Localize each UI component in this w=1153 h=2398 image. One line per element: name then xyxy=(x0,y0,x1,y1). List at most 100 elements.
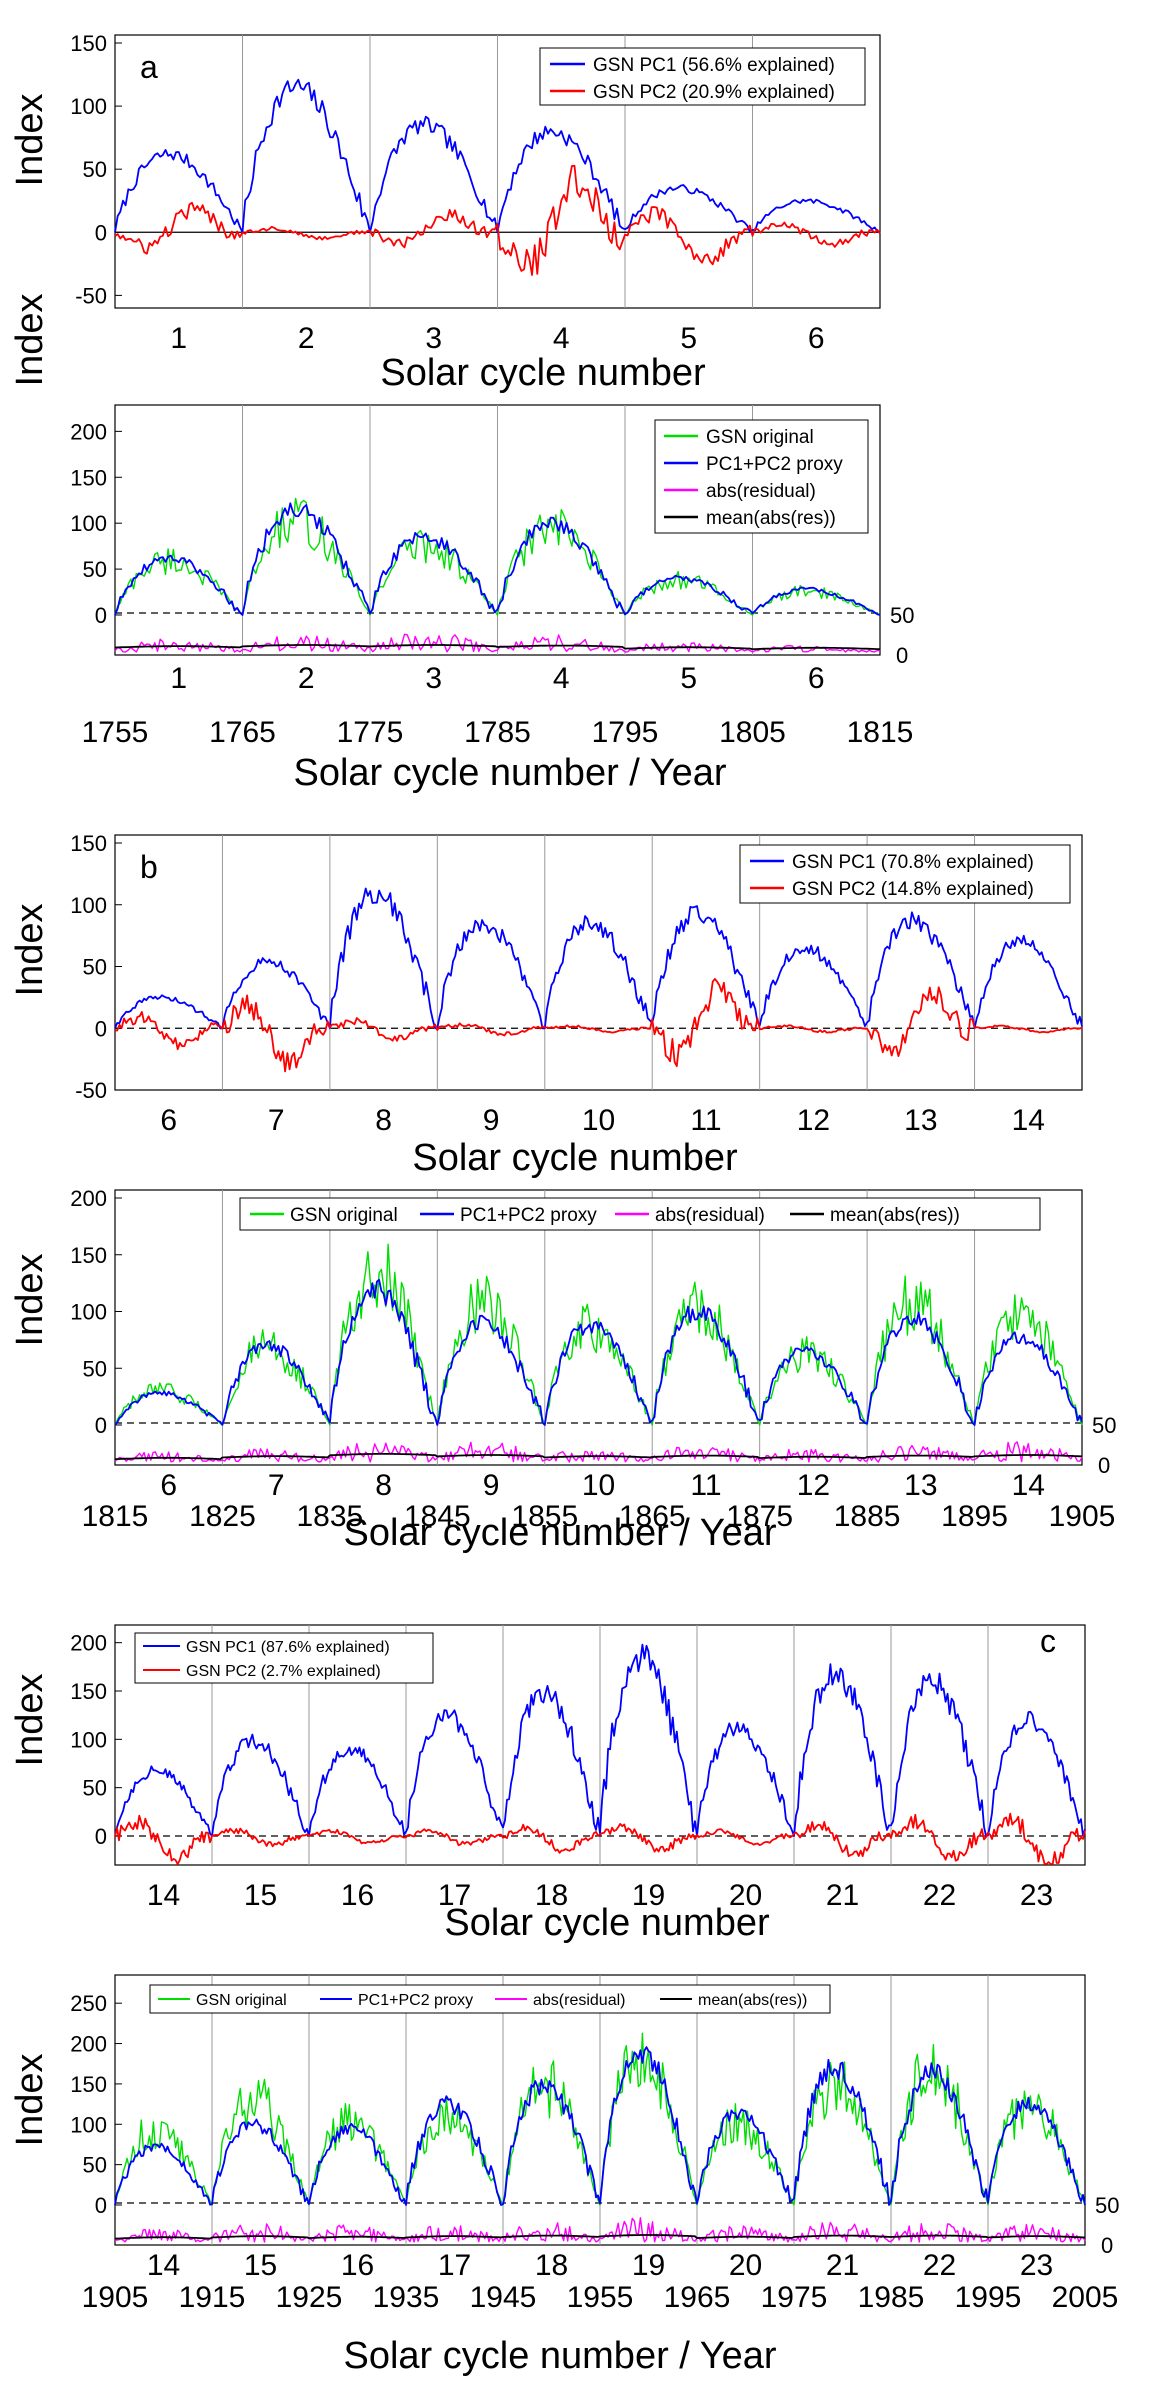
year-label: 1775 xyxy=(337,716,404,749)
year-label: 1815 xyxy=(82,1500,149,1533)
year-label: 1795 xyxy=(592,716,659,749)
cycle-label: 6 xyxy=(160,1469,177,1502)
y-tick-label: 0 xyxy=(95,603,107,628)
right-tick-label: 0 xyxy=(896,643,908,668)
cycle-label: 1 xyxy=(170,322,187,355)
legend-entry-pc2: GSN PC2 (14.8% explained) xyxy=(792,879,1034,900)
cycle-label: 1 xyxy=(170,662,187,695)
y-tick-label: 0 xyxy=(95,2193,107,2218)
y-tick-label: 150 xyxy=(70,1243,107,1268)
year-label: 1835 xyxy=(297,1500,364,1533)
legend: GSN PC1 (87.6% explained) GSN PC2 (2.7% … xyxy=(134,1632,434,1684)
cycle-label: 6 xyxy=(160,1104,177,1137)
series-line-mean xyxy=(114,2234,1086,2240)
legend-entry-orig: GSN original xyxy=(706,427,814,448)
cycle-label: 3 xyxy=(425,322,442,355)
right-tick-label: 0 xyxy=(1098,1453,1110,1478)
x-axis-title: Solar cycle number xyxy=(412,1137,738,1179)
legend-entry-pc1: GSN PC1 (56.6% explained) xyxy=(593,55,835,76)
y-tick-label: -50 xyxy=(75,1078,107,1103)
series-line-pc1 xyxy=(114,1643,1086,1837)
year-label: 2005 xyxy=(1052,2281,1119,2314)
chart-panel-a-proxy: Index Solar cycle number / Year 05010015… xyxy=(9,294,914,794)
series-line-proxy xyxy=(114,502,881,616)
cycle-label: 20 xyxy=(729,2249,762,2282)
y-tick-label: 100 xyxy=(70,1727,107,1752)
series-line-mean xyxy=(114,1453,1083,1461)
cycle-label: 17 xyxy=(438,1879,471,1912)
legend-entry-pc1: GSN PC1 (87.6% explained) xyxy=(186,1639,390,1656)
cycle-label: 16 xyxy=(341,1879,374,1912)
panel-label: c xyxy=(1040,1623,1056,1659)
series-line-pc2 xyxy=(114,978,1083,1073)
cycle-label: 15 xyxy=(244,1879,277,1912)
x-axis-title: Solar cycle number xyxy=(444,1902,770,1944)
y-tick-label: 50 xyxy=(83,157,107,182)
right-tick-label: 50 xyxy=(890,603,914,628)
series-line-proxy xyxy=(114,1278,1083,1426)
legend-entry-resid: abs(residual) xyxy=(533,1992,625,2009)
y-tick-label: 150 xyxy=(70,31,107,56)
cycle-label: 19 xyxy=(632,1879,665,1912)
chart-panel-b-proxy: Index Solar cycle number / Year 05010015… xyxy=(9,1186,1116,1554)
right-tick-label: 0 xyxy=(1101,2233,1113,2258)
y-tick-label: 150 xyxy=(70,1679,107,1704)
panel-label: a xyxy=(140,49,158,85)
y-tick-label: 200 xyxy=(70,2032,107,2057)
y-tick-label: 150 xyxy=(70,465,107,490)
cycle-label: 23 xyxy=(1020,2249,1053,2282)
chart-panel-c-proxy: Index Solar cycle number / Year 0 50 100 15… xyxy=(9,1974,1119,2377)
series-line-mean xyxy=(114,644,881,651)
cycle-label: 16 xyxy=(341,2249,374,2282)
cycle-label: 22 xyxy=(923,2249,956,2282)
cycle-label: 22 xyxy=(923,1879,956,1912)
year-label: 1975 xyxy=(761,2281,828,2314)
cycle-label: 10 xyxy=(582,1104,615,1137)
cycle-label: 19 xyxy=(632,2249,665,2282)
year-label: 1995 xyxy=(955,2281,1022,2314)
y-axis-label: Index xyxy=(9,294,51,387)
y-tick-label: 200 xyxy=(70,1631,107,1656)
right-tick-label: 50 xyxy=(1095,2193,1119,2218)
y-tick-label: -50 xyxy=(75,283,107,308)
year-label: 1905 xyxy=(82,2281,149,2314)
cycle-label: 7 xyxy=(268,1469,285,1502)
legend-entry-resid: abs(residual) xyxy=(706,481,816,502)
cycle-label: 17 xyxy=(438,2249,471,2282)
plot-frame xyxy=(114,1189,1083,1466)
series-line-orig xyxy=(114,2032,1086,2206)
legend-entry-orig: GSN original xyxy=(290,1205,398,1226)
right-tick-label: 50 xyxy=(1092,1413,1116,1438)
y-axis-label: Index xyxy=(9,2054,51,2147)
year-label: 1905 xyxy=(1049,1500,1116,1533)
cycle-label: 9 xyxy=(483,1104,500,1137)
cycle-label: 12 xyxy=(797,1104,830,1137)
panel-label: b xyxy=(140,849,158,885)
cycle-label: 13 xyxy=(904,1104,937,1137)
y-tick-label: 100 xyxy=(70,893,107,918)
cycle-label: 23 xyxy=(1020,1879,1053,1912)
legend-entry-proxy: PC1+PC2 proxy xyxy=(460,1205,597,1226)
y-tick-label: 200 xyxy=(70,419,107,444)
chart-panel-c-pc: c Index Solar cycle number 0 50 100 150 200 1… xyxy=(9,1623,1086,1944)
cycle-label: 11 xyxy=(690,1104,721,1137)
cycle-label: 2 xyxy=(298,662,315,695)
legend-entry-mean: mean(abs(res)) xyxy=(706,508,836,529)
y-tick-label: 50 xyxy=(83,955,107,980)
y-tick-label: 0 xyxy=(95,1413,107,1438)
cycle-label: 14 xyxy=(147,2249,180,2282)
cycle-label: 3 xyxy=(425,662,442,695)
cycle-label: 7 xyxy=(268,1104,285,1137)
series-line-pc2 xyxy=(114,1812,1086,1865)
cycle-label: 6 xyxy=(808,322,825,355)
cycle-label: 6 xyxy=(808,662,825,695)
series-line-resid xyxy=(114,633,881,653)
year-label: 1875 xyxy=(726,1500,793,1533)
legend: GSN PC1 (70.8% explained) GSN PC2 (14.8%… xyxy=(739,844,1071,904)
cycle-label: 5 xyxy=(680,322,697,355)
year-label: 1855 xyxy=(511,1500,578,1533)
cycle-label: 21 xyxy=(826,1879,859,1912)
legend-entry-mean: mean(abs(res)) xyxy=(698,1992,807,2009)
y-tick-label: 150 xyxy=(70,2072,107,2097)
